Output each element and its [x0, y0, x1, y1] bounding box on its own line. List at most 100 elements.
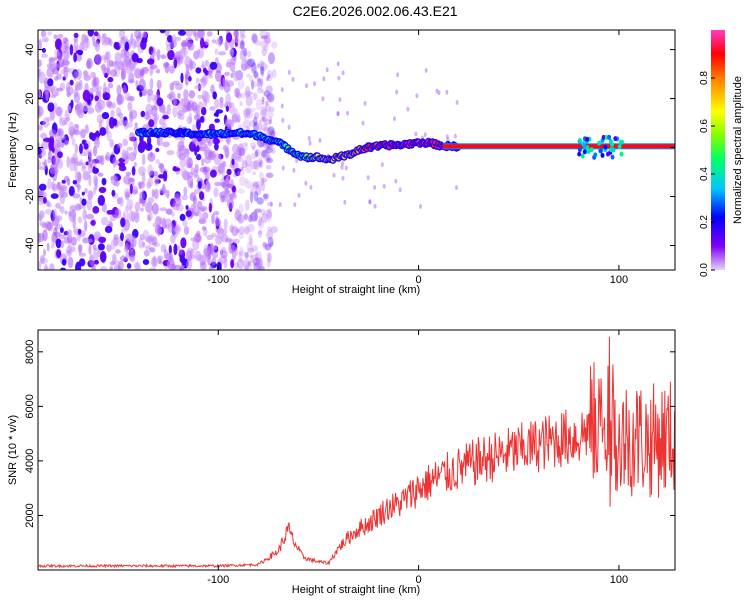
heatmap-cell	[244, 86, 251, 98]
heatmap-cell	[266, 31, 271, 38]
heatmap-cell	[62, 37, 68, 44]
heatmap-cell	[41, 141, 49, 150]
heatmap-cell	[69, 79, 74, 86]
heatmap-cell	[209, 61, 218, 70]
heatmap-cell	[173, 196, 182, 207]
heatmap-cell	[86, 59, 92, 69]
heatmap-cell	[83, 143, 89, 150]
heatmap-cell	[246, 73, 251, 79]
heatmap-cell	[166, 93, 174, 99]
heatmap-cell	[253, 159, 261, 170]
heatmap-cell	[151, 105, 158, 117]
heatmap-cell	[111, 189, 116, 197]
heatmap-cell	[267, 73, 271, 79]
heatmap-cell	[254, 208, 262, 213]
heatmap-cell	[192, 123, 197, 132]
chart-title: C2E6.2026.002.06.43.E21	[292, 3, 458, 19]
heatmap-cell	[264, 104, 271, 113]
heatmap-cell	[260, 213, 268, 224]
heatmap-cell	[250, 81, 258, 88]
x-tick-label: 0	[416, 574, 422, 586]
heatmap-cell	[205, 179, 209, 190]
heatmap-cell	[210, 233, 217, 238]
heatmap-cell	[99, 127, 107, 136]
heatmap-cell	[610, 154, 615, 160]
heatmap-cell	[233, 173, 237, 178]
heatmap-cell	[197, 94, 204, 100]
heatmap-cell	[134, 68, 142, 79]
heatmap-cell	[340, 164, 344, 170]
heatmap-cell	[139, 140, 147, 148]
heatmap-cell	[156, 97, 164, 107]
heatmap-cell	[118, 162, 126, 168]
heatmap-cell	[56, 73, 62, 80]
heatmap-cell	[151, 256, 158, 268]
heatmap-cell	[72, 129, 81, 136]
heatmap-cell	[148, 119, 155, 128]
heatmap-cell	[106, 244, 112, 252]
heatmap-cell	[71, 137, 76, 147]
heatmap-cell	[238, 203, 244, 214]
heatmap-cell	[76, 101, 83, 114]
heatmap-cell	[54, 226, 59, 231]
heatmap-cell	[244, 58, 253, 70]
heatmap-cell	[77, 184, 82, 190]
heatmap-cell	[38, 59, 42, 68]
heatmap-cell	[252, 92, 258, 101]
heatmap-cell	[243, 108, 248, 121]
heatmap-cell	[44, 85, 52, 94]
heatmap-cell	[265, 208, 273, 219]
heatmap-cell	[255, 180, 262, 188]
heatmap-cell	[178, 249, 183, 255]
heatmap-cell	[248, 233, 253, 244]
heatmap-cell	[212, 244, 218, 250]
heatmap-cell	[68, 186, 75, 197]
heatmap-cell	[247, 247, 255, 254]
heatmap-cell	[200, 37, 205, 49]
heatmap-cell	[244, 181, 253, 189]
heatmap-cell	[259, 265, 265, 270]
heatmap-cell	[237, 250, 246, 256]
heatmap-cell	[181, 41, 188, 47]
heatmap-cell	[251, 62, 257, 74]
heatmap-cell	[218, 51, 226, 56]
heatmap-cell	[250, 152, 257, 159]
heatmap-cell	[262, 116, 265, 122]
heatmap-cell	[201, 158, 205, 167]
spectrogram-y-ticks: -40 -20 0 20 40	[24, 43, 675, 253]
heatmap-cell	[91, 262, 96, 270]
heatmap-cell	[266, 156, 271, 162]
heatmap-cell	[259, 60, 265, 66]
heatmap-cell	[157, 255, 164, 260]
heatmap-cell	[257, 262, 262, 270]
heatmap-cell	[155, 159, 161, 165]
heatmap-cell	[607, 134, 612, 140]
heatmap-cell	[166, 104, 171, 115]
heatmap-cell	[253, 262, 260, 270]
heatmap-cell	[336, 61, 340, 67]
heatmap-cell	[245, 178, 249, 184]
heatmap-cell	[143, 249, 150, 257]
heatmap-cell	[203, 146, 210, 154]
heatmap-cell	[38, 159, 42, 170]
heatmap-cell	[453, 133, 457, 139]
heatmap-cell	[174, 224, 182, 235]
heatmap-cell	[608, 138, 613, 144]
heatmap-cell	[156, 79, 162, 90]
heatmap-cell	[196, 145, 200, 153]
heatmap-cell	[101, 112, 110, 120]
heatmap-cell	[250, 255, 254, 263]
heatmap-cell	[207, 74, 214, 79]
heatmap-cell	[114, 62, 123, 71]
heatmap-cell	[266, 210, 272, 223]
heatmap-cell	[183, 226, 190, 236]
heatmap-cell	[73, 37, 78, 43]
heatmap-cell	[251, 245, 259, 252]
heatmap-cell	[81, 39, 89, 51]
heatmap-cell	[245, 260, 253, 270]
heatmap-cell	[406, 106, 410, 112]
colorbar: 0.0 0.2 0.4 0.6 0.8 Normalized spectral ampl…	[699, 30, 744, 277]
heatmap-cell	[256, 88, 263, 94]
heatmap-cell	[77, 50, 83, 56]
heatmap-cell	[235, 118, 241, 123]
